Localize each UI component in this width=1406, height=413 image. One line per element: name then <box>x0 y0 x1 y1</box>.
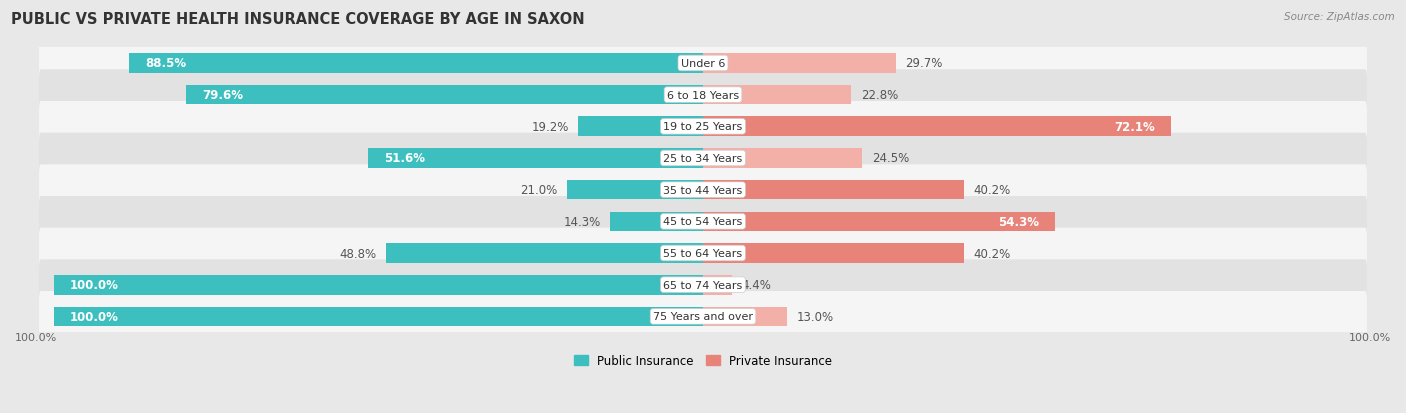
Bar <box>128 54 703 74</box>
Text: 55 to 64 Years: 55 to 64 Years <box>664 248 742 259</box>
Text: 100.0%: 100.0% <box>70 278 120 292</box>
Text: 19 to 25 Years: 19 to 25 Years <box>664 122 742 132</box>
Text: 22.8%: 22.8% <box>860 89 898 102</box>
Bar <box>610 212 703 232</box>
Text: 40.2%: 40.2% <box>974 184 1011 197</box>
FancyBboxPatch shape <box>39 260 1367 310</box>
Text: 25 to 34 Years: 25 to 34 Years <box>664 154 742 164</box>
Text: 51.6%: 51.6% <box>384 152 425 165</box>
Text: 21.0%: 21.0% <box>520 184 557 197</box>
Bar <box>387 244 703 263</box>
Bar <box>703 307 787 326</box>
Text: 24.5%: 24.5% <box>872 152 910 165</box>
FancyBboxPatch shape <box>39 102 1367 152</box>
Text: 54.3%: 54.3% <box>998 215 1039 228</box>
Bar <box>53 307 703 326</box>
Text: 6 to 18 Years: 6 to 18 Years <box>666 90 740 100</box>
Bar <box>703 180 965 200</box>
Text: 40.2%: 40.2% <box>974 247 1011 260</box>
FancyBboxPatch shape <box>39 291 1367 342</box>
Text: 45 to 54 Years: 45 to 54 Years <box>664 217 742 227</box>
FancyBboxPatch shape <box>39 133 1367 184</box>
Bar <box>567 180 703 200</box>
FancyBboxPatch shape <box>39 38 1367 89</box>
Text: 13.0%: 13.0% <box>797 310 834 323</box>
Bar <box>703 54 896 74</box>
Text: Source: ZipAtlas.com: Source: ZipAtlas.com <box>1284 12 1395 22</box>
Text: 75 Years and over: 75 Years and over <box>652 311 754 322</box>
Text: 100.0%: 100.0% <box>1348 332 1391 342</box>
Text: 100.0%: 100.0% <box>15 332 58 342</box>
Bar <box>53 275 703 295</box>
Text: 4.4%: 4.4% <box>741 278 770 292</box>
Text: 14.3%: 14.3% <box>564 215 600 228</box>
Text: 29.7%: 29.7% <box>905 57 943 70</box>
FancyBboxPatch shape <box>39 228 1367 279</box>
Bar <box>703 85 851 105</box>
Bar <box>703 275 731 295</box>
Bar <box>368 149 703 169</box>
FancyBboxPatch shape <box>39 165 1367 216</box>
Text: 35 to 44 Years: 35 to 44 Years <box>664 185 742 195</box>
FancyBboxPatch shape <box>39 197 1367 247</box>
Text: 100.0%: 100.0% <box>70 310 120 323</box>
Legend: Public Insurance, Private Insurance: Public Insurance, Private Insurance <box>569 350 837 372</box>
Bar <box>187 85 703 105</box>
Bar <box>578 117 703 137</box>
Bar <box>703 244 965 263</box>
Text: 88.5%: 88.5% <box>145 57 186 70</box>
Bar <box>703 117 1171 137</box>
Bar <box>703 212 1056 232</box>
Text: 72.1%: 72.1% <box>1114 121 1154 133</box>
Text: 65 to 74 Years: 65 to 74 Years <box>664 280 742 290</box>
FancyBboxPatch shape <box>39 70 1367 121</box>
Text: PUBLIC VS PRIVATE HEALTH INSURANCE COVERAGE BY AGE IN SAXON: PUBLIC VS PRIVATE HEALTH INSURANCE COVER… <box>11 12 585 27</box>
Text: 79.6%: 79.6% <box>202 89 243 102</box>
Text: 48.8%: 48.8% <box>339 247 377 260</box>
Text: Under 6: Under 6 <box>681 59 725 69</box>
Bar <box>703 149 862 169</box>
Text: 19.2%: 19.2% <box>531 121 568 133</box>
